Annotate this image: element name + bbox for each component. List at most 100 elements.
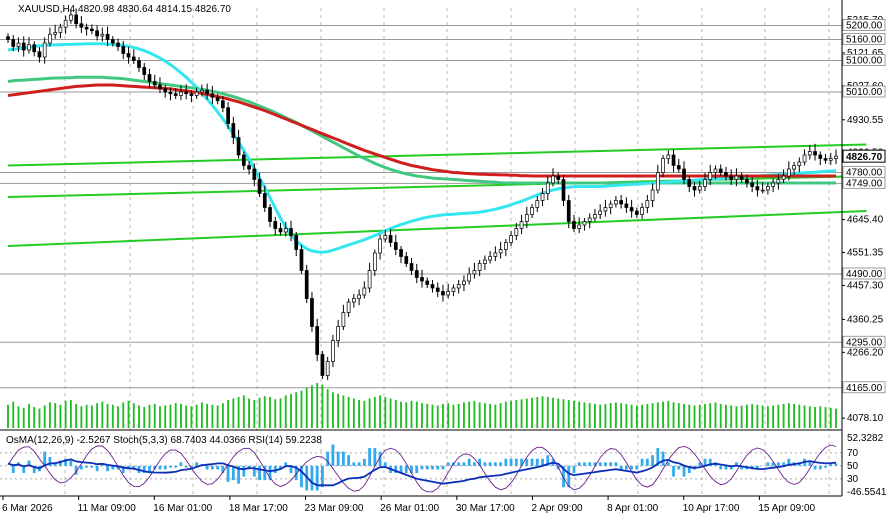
osma-bar (583, 462, 586, 466)
volume-bar (200, 402, 203, 428)
osma-bar (462, 462, 466, 466)
candle-body (48, 33, 52, 44)
candle-body (27, 44, 31, 51)
volume-bar (49, 402, 51, 428)
osma-bar (184, 465, 188, 468)
volume-bar (410, 400, 413, 428)
osma-bar (48, 456, 52, 466)
volume-bar (28, 403, 30, 428)
candle-body (750, 182, 755, 187)
candle-body (100, 33, 105, 37)
osma-bar (158, 465, 162, 470)
osma-bar (27, 460, 31, 466)
volume-bar (111, 404, 114, 428)
osma-bar (824, 465, 827, 468)
candle-body (58, 26, 63, 33)
osma-bar (242, 465, 246, 477)
volume-bar (483, 403, 486, 428)
volume-bar (96, 403, 99, 428)
osma-bar (22, 465, 26, 473)
volume-bar (704, 403, 706, 428)
candle-body (79, 23, 84, 28)
candle-body (823, 158, 828, 161)
candle-body (619, 200, 623, 205)
candle-body (561, 179, 566, 201)
volume-bar (311, 385, 313, 428)
volume-bar (751, 403, 754, 428)
time-tick-label: 10 Apr 17:00 (683, 503, 740, 514)
volume-bar (578, 401, 581, 428)
osma-bar (352, 462, 356, 466)
osma-bar (651, 455, 654, 466)
volume-bar (347, 396, 350, 428)
candle-body (372, 252, 377, 271)
volume-bar (683, 403, 685, 428)
volume-bar (536, 396, 539, 428)
candle-body (739, 175, 744, 180)
candle-body (367, 270, 372, 289)
volume-bar (651, 403, 654, 428)
candle-body (472, 270, 477, 275)
volume-bar (106, 403, 109, 428)
candle-body (299, 249, 304, 271)
osma-bar (331, 444, 335, 466)
osma-bar (661, 451, 665, 466)
time-tick-label: 6 Mar 2026 (2, 503, 53, 514)
volume-bar (242, 395, 245, 428)
osma-bar (488, 462, 492, 466)
volume-bar (787, 403, 790, 428)
candle-body (467, 273, 472, 282)
volume-bar (772, 405, 775, 428)
candle-body (535, 200, 540, 208)
volume-bar (452, 404, 455, 428)
candle-body (661, 158, 665, 173)
osma-bar (195, 462, 199, 466)
volume-bar (17, 406, 20, 428)
osma-bar (294, 465, 298, 481)
candle-body (441, 291, 445, 296)
candle-body (131, 56, 136, 61)
osma-bar (179, 462, 183, 466)
candle-body (566, 200, 571, 222)
volume-bar (604, 403, 607, 428)
volume-bar (756, 404, 759, 428)
ma-slow-line (7, 75, 836, 185)
candle-body (32, 44, 37, 53)
volume-bar (656, 402, 659, 428)
candle-body (352, 298, 356, 303)
candle-body (676, 165, 681, 170)
osma-bar (567, 465, 571, 488)
osma-bar (336, 451, 340, 466)
osma-bar (399, 465, 403, 473)
candle-body (483, 259, 487, 264)
price-tick-label: 4266.20 (847, 347, 884, 358)
osc-tick-label: 30 (847, 474, 859, 485)
osc-tick-label: 52.3282 (847, 433, 884, 444)
candle-body (257, 179, 262, 194)
candle-body (74, 14, 78, 25)
candle-body (236, 137, 241, 156)
level-label: 5100.00 (846, 56, 883, 67)
osma-bar (640, 458, 644, 466)
volume-bar (373, 396, 376, 428)
level-tag (842, 33, 886, 45)
candle-body (325, 361, 330, 376)
candle-body (116, 42, 120, 47)
osma-bar (535, 458, 539, 466)
volume-bar (782, 403, 785, 428)
osma-bar (415, 465, 419, 473)
osma-bar (284, 462, 288, 466)
time-tick-label: 30 Mar 17:00 (456, 503, 515, 514)
candle-body (435, 287, 440, 292)
volume-bar (69, 400, 72, 428)
time-tick-label: 11 Mar 09:00 (78, 503, 137, 514)
osma-bar (656, 448, 660, 466)
volume-bar (803, 405, 806, 428)
osma-bar (163, 465, 167, 470)
osma-bar (499, 462, 503, 466)
volume-bar (195, 404, 198, 428)
candle-body (760, 189, 765, 192)
volume-bar (274, 399, 277, 428)
candle-body (697, 186, 702, 191)
